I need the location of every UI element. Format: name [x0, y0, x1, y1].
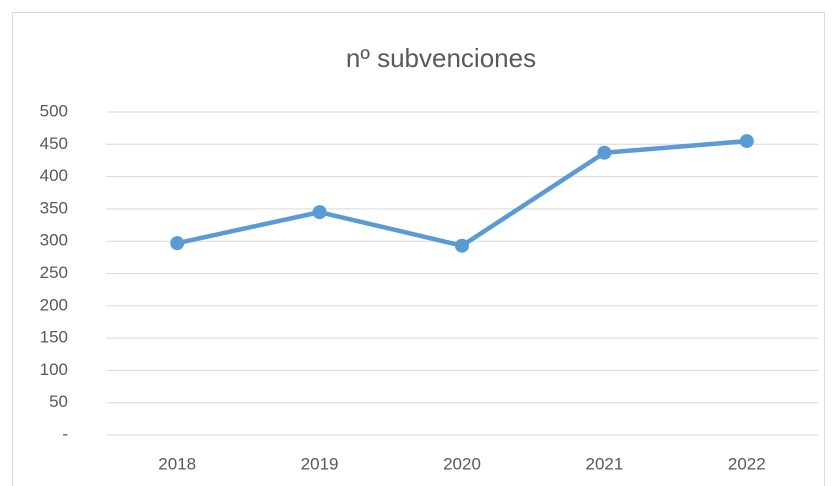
data-point	[455, 238, 469, 253]
y-tick-label: -	[62, 424, 68, 443]
y-tick-label: 300	[40, 231, 68, 250]
x-tick-label: 2020	[443, 454, 481, 473]
x-tick-label: 2019	[301, 454, 339, 473]
y-tick-label: 150	[40, 328, 68, 347]
chart-title: nº subvenciones	[346, 43, 536, 73]
x-tick-label: 2022	[728, 454, 766, 473]
y-tick-label: 100	[40, 360, 68, 379]
y-tick-label: 500	[40, 101, 68, 120]
y-tick-label: 400	[40, 166, 68, 185]
data-point	[312, 205, 327, 220]
data-point	[597, 145, 612, 160]
y-tick-label: 50	[49, 392, 68, 411]
data-point	[170, 236, 185, 251]
data-point	[739, 134, 754, 149]
x-tick-label: 2018	[158, 454, 196, 473]
y-tick-label: 200	[40, 295, 68, 314]
y-tick-label: 350	[40, 198, 68, 217]
y-tick-label: 450	[40, 134, 68, 153]
chart-frame	[12, 12, 825, 486]
y-tick-label: 250	[40, 263, 68, 282]
x-tick-label: 2021	[585, 454, 623, 473]
